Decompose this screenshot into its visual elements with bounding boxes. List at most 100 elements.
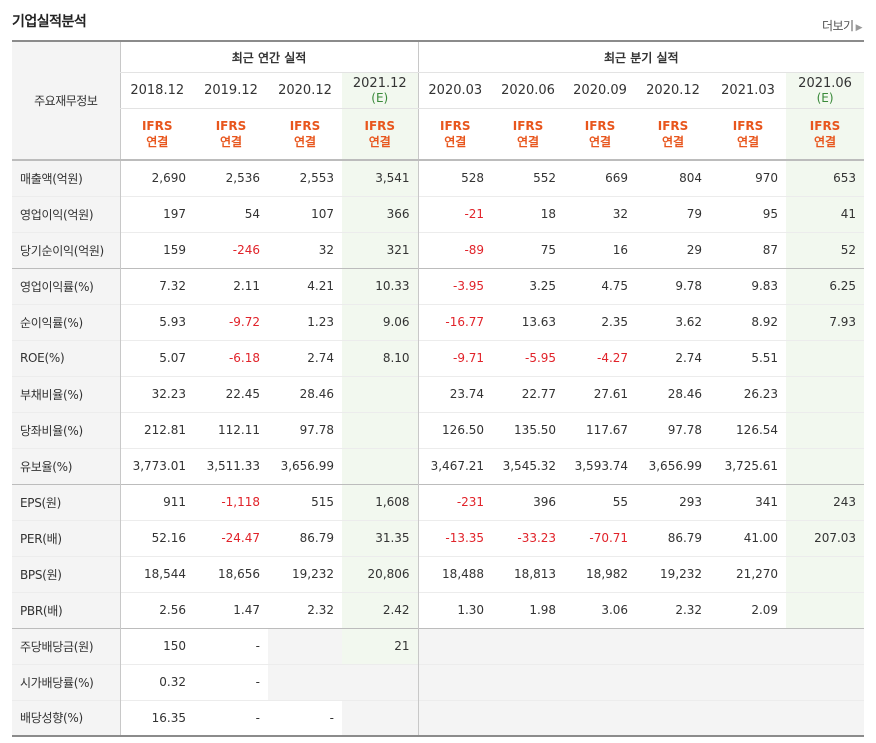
ifrs-label: IFRS: [289, 119, 321, 133]
row-label: 부채비율(%): [12, 376, 120, 412]
ifrs-basis-header: IFRS 연결: [786, 108, 865, 161]
table-cell: [710, 700, 787, 736]
table-cell: -89: [417, 232, 493, 268]
table-cell: 19,232: [660, 567, 703, 581]
table-cell: -: [255, 710, 260, 725]
table-cell: 28.46: [299, 387, 334, 401]
table-cell: 3,725.61: [724, 459, 779, 473]
table-cell: 3,593.74: [574, 459, 629, 473]
table-cell: 18,488: [417, 556, 493, 592]
table-cell: [342, 448, 419, 484]
table-cell: 197: [119, 196, 194, 232]
period-label: 2018.12: [130, 83, 185, 98]
table-cell: 5.93: [119, 304, 194, 340]
table-cell: 9.78: [675, 279, 703, 293]
ifrs-basis-header: IFRS 연결: [636, 108, 711, 161]
table-cell: 97.78: [667, 423, 703, 437]
table-cell: [417, 664, 493, 700]
table-cell: [492, 664, 565, 700]
row-label: 순이익률(%): [12, 304, 120, 340]
table-cell: 1,608: [342, 484, 419, 520]
table-cell: [786, 340, 865, 376]
label-header: 주요재무정보: [12, 40, 120, 161]
basis-label: 연결: [444, 135, 467, 149]
table-cell: 2.74: [675, 351, 703, 365]
table-cell: 8.92: [751, 315, 779, 329]
table-cell: 9.06: [342, 304, 419, 340]
table-cell: 32: [318, 243, 334, 257]
table-cell: 804: [679, 171, 703, 186]
table-cell: 32.23: [119, 376, 194, 412]
basis-label: 연결: [589, 135, 612, 149]
table-cell: [636, 628, 711, 664]
table-cell: [786, 700, 865, 736]
table-cell: -: [329, 710, 334, 725]
table-cell: 293: [679, 495, 703, 509]
table-row: BPS(원) 18,544 18,656 19,232 20,806 18,488 18,8…: [12, 556, 865, 592]
table-cell: [417, 628, 493, 664]
table-cell: [786, 376, 865, 412]
table-row: 영업이익률(%) 7.32 2.11 4.21 10.33 -3.95 3.25 4.75 9.…: [12, 268, 865, 304]
table-cell: 2.74: [307, 351, 334, 365]
table-cell: 3.62: [675, 315, 703, 329]
basis-label: 연결: [662, 135, 685, 149]
ifrs-label: IFRS: [732, 119, 764, 133]
table-cell: 20,806: [342, 556, 419, 592]
more-link[interactable]: 더보기 ▶: [822, 17, 863, 34]
period-header: 2020.12: [636, 72, 711, 109]
table-cell: 3,656.99: [648, 459, 703, 473]
table-row: PER(배) 52.16 -24.47 86.79 31.35 -13.35 -33.23 -…: [12, 520, 865, 556]
table-cell: 8.10: [342, 340, 419, 376]
table-cell: -9.71: [417, 340, 493, 376]
table-cell: [342, 700, 419, 736]
table-cell: 18: [540, 207, 557, 221]
table-cell: 16: [612, 243, 629, 257]
period-label: 2020.03: [428, 83, 483, 98]
table-row: 영업이익(억원) 197 54 107 366 -21 18 32 79 95 41: [12, 196, 865, 232]
ifrs-label: IFRS: [440, 119, 471, 133]
table-cell: 6.25: [786, 268, 865, 304]
table-cell: 396: [533, 495, 557, 509]
ifrs-label: IFRS: [364, 119, 396, 133]
table-cell: -: [255, 675, 260, 689]
table-cell: [786, 556, 865, 592]
table-cell: 10.33: [342, 268, 419, 304]
table-cell: 3.06: [601, 603, 629, 617]
table-cell: 29: [686, 243, 703, 257]
table-cell: [492, 628, 565, 664]
row-label: ROE(%): [12, 340, 120, 376]
basis-label: 연결: [368, 135, 391, 149]
table-cell: 0.32: [119, 664, 194, 700]
table-cell: 18,544: [119, 556, 194, 592]
period-header: 2021.03: [710, 72, 787, 109]
table-cell: 366: [342, 196, 419, 232]
table-cell: [342, 376, 419, 412]
table-cell: 212.81: [119, 412, 194, 448]
table-cell: 18,813: [514, 567, 557, 581]
table-cell: [564, 700, 637, 736]
table-cell: -246: [232, 243, 260, 257]
ifrs-label: IFRS: [512, 119, 544, 133]
table-cell: 3,467.21: [417, 448, 493, 484]
table-cell: 2.56: [119, 592, 194, 628]
quarterly-group-header: 최근 분기 실적: [417, 40, 865, 73]
table-cell: 107: [311, 207, 334, 221]
row-label: EPS(원): [12, 484, 120, 520]
table-cell: 2.09: [751, 603, 779, 617]
table-cell: 159: [119, 232, 194, 268]
period-header: 2019.12: [194, 72, 268, 109]
table-cell: 135.50: [514, 423, 557, 437]
row-label: 영업이익(억원): [12, 196, 120, 232]
row-label: 매출액(억원): [12, 160, 120, 196]
table-cell: 18,982: [586, 567, 629, 581]
ifrs-basis-header: IFRS 연결: [417, 108, 493, 161]
table-cell: -33.23: [517, 531, 557, 545]
table-cell: 4.75: [601, 279, 629, 293]
ifrs-basis-header: IFRS 연결: [564, 108, 637, 161]
table-cell: [636, 700, 711, 736]
table-cell: -: [255, 639, 260, 653]
table-cell: [636, 664, 711, 700]
table-cell: 2.42: [342, 592, 419, 628]
row-label: BPS(원): [12, 556, 120, 592]
ifrs-basis-header: IFRS 연결: [268, 108, 342, 161]
